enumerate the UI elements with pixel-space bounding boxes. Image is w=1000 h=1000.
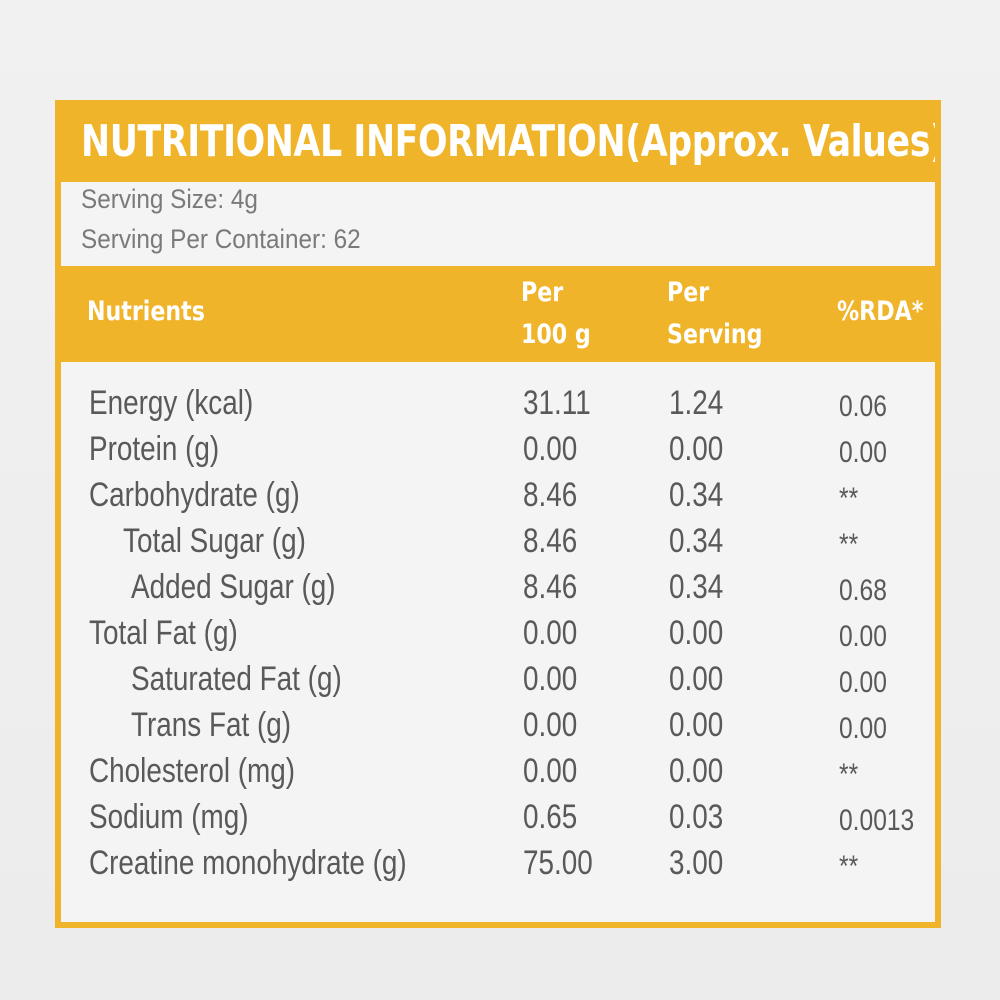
value-per-100g: 8.46	[523, 522, 578, 560]
label-title: NUTRITIONAL INFORMATION(Approx. Values)	[81, 116, 935, 167]
value-rda: 0.00	[839, 712, 887, 745]
nutrient-name: Cholesterol (mg)	[89, 752, 296, 790]
row-protein: Protein (g) 0.00 0.00 0.00	[61, 426, 935, 472]
value-per-serving: 0.03	[669, 798, 724, 836]
value-per-serving: 0.34	[669, 568, 724, 606]
value-rda: **	[839, 850, 859, 883]
nutrient-name: Added Sugar (g)	[131, 568, 336, 606]
value-per-100g: 0.00	[523, 614, 578, 652]
value-rda: 0.68	[839, 574, 887, 607]
value-per-100g: 75.00	[523, 844, 593, 882]
value-per-serving: 3.00	[669, 844, 724, 882]
nutrient-rows: Energy (kcal) 31.11 1.24 0.06 Protein (g…	[61, 380, 935, 886]
value-per-100g: 0.00	[523, 660, 578, 698]
nutrient-name: Trans Fat (g)	[131, 706, 292, 744]
serving-per-container: Serving Per Container: 62	[81, 224, 361, 254]
header-nutrients: Nutrients	[87, 296, 205, 327]
row-carbohydrate: Carbohydrate (g) 8.46 0.34 **	[61, 472, 935, 518]
value-per-100g: 8.46	[523, 568, 578, 606]
value-rda: 0.00	[839, 436, 887, 469]
header-rda: %RDA*	[837, 296, 924, 327]
value-rda: **	[839, 482, 859, 515]
value-per-serving: 0.34	[669, 522, 724, 560]
nutrition-label: NUTRITIONAL INFORMATION(Approx. Values) …	[55, 100, 941, 928]
row-creatine: Creatine monohydrate (g) 75.00 3.00 **	[61, 840, 935, 886]
value-per-100g: 0.65	[523, 798, 578, 836]
nutrient-name: Sodium (mg)	[89, 798, 249, 836]
value-per-serving: 0.34	[669, 476, 724, 514]
header-per-100g-line2: 100 g	[521, 319, 591, 350]
row-added-sugar: Added Sugar (g) 8.46 0.34 0.68	[61, 564, 935, 610]
value-rda: 0.06	[839, 390, 887, 423]
value-rda: 0.00	[839, 666, 887, 699]
title-bar: NUTRITIONAL INFORMATION(Approx. Values)	[61, 106, 935, 182]
value-per-100g: 31.11	[523, 384, 591, 422]
header-per-100g-line1: Per	[521, 277, 564, 308]
value-rda: **	[839, 528, 859, 561]
nutrient-name: Carbohydrate (g)	[89, 476, 300, 514]
value-per-100g: 0.00	[523, 706, 578, 744]
value-rda: 0.0013	[839, 804, 915, 837]
value-per-serving: 0.00	[669, 614, 724, 652]
value-rda: **	[839, 758, 859, 791]
row-cholesterol: Cholesterol (mg) 0.00 0.00 **	[61, 748, 935, 794]
serving-size: Serving Size: 4g	[81, 184, 258, 214]
row-saturated-fat: Saturated Fat (g) 0.00 0.00 0.00	[61, 656, 935, 702]
value-per-serving: 0.00	[669, 706, 724, 744]
table-header: Nutrients Per 100 g Per Serving %RDA*	[61, 266, 935, 362]
nutrient-name: Energy (kcal)	[89, 384, 254, 422]
row-energy: Energy (kcal) 31.11 1.24 0.06	[61, 380, 935, 426]
row-total-sugar: Total Sugar (g) 8.46 0.34 **	[61, 518, 935, 564]
value-rda: 0.00	[839, 620, 887, 653]
row-trans-fat: Trans Fat (g) 0.00 0.00 0.00	[61, 702, 935, 748]
value-per-serving: 0.00	[669, 660, 724, 698]
value-per-serving: 0.00	[669, 430, 724, 468]
nutrient-name: Total Fat (g)	[89, 614, 238, 652]
nutrient-name: Protein (g)	[89, 430, 220, 468]
value-per-serving: 0.00	[669, 752, 724, 790]
nutrient-name: Saturated Fat (g)	[131, 660, 342, 698]
value-per-100g: 0.00	[523, 430, 578, 468]
header-per-serving-line1: Per	[667, 277, 710, 308]
value-per-100g: 8.46	[523, 476, 578, 514]
header-per-serving: Per Serving	[667, 272, 763, 356]
nutrient-name: Creatine monohydrate (g)	[89, 844, 407, 882]
header-per-serving-line2: Serving	[667, 319, 763, 350]
nutrient-name: Total Sugar (g)	[123, 522, 306, 560]
header-per-100g: Per 100 g	[521, 272, 591, 356]
value-per-serving: 1.24	[669, 384, 724, 422]
row-sodium: Sodium (mg) 0.65 0.03 0.0013	[61, 794, 935, 840]
row-total-fat: Total Fat (g) 0.00 0.00 0.00	[61, 610, 935, 656]
value-per-100g: 0.00	[523, 752, 578, 790]
